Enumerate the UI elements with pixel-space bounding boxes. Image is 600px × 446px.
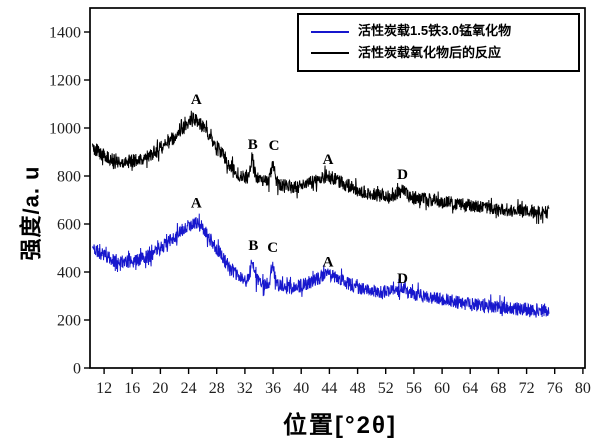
- peak-label-A: A: [191, 92, 202, 108]
- plot-border: [89, 7, 586, 369]
- y-tick-label: 800: [57, 169, 81, 186]
- x-tick-label: 40: [293, 380, 309, 397]
- x-tick-label: 52: [378, 380, 394, 397]
- x-tick-label: 60: [434, 380, 450, 397]
- x-tick-label: 16: [124, 380, 140, 397]
- y-tick-label: 400: [57, 265, 81, 282]
- legend-label: 活性炭载氧化物后的反应: [358, 45, 502, 60]
- legend-item-blue-series: 活性炭载1.5铁3.0锰氧化物: [299, 23, 578, 40]
- x-tick-label: 24: [181, 380, 197, 397]
- y-tick-label: 200: [57, 313, 81, 330]
- peak-label-D: D: [397, 271, 408, 287]
- x-tick-label: 68: [490, 380, 506, 397]
- peak-label-B: B: [248, 137, 258, 153]
- x-tick-label: 76: [547, 380, 563, 397]
- series-trace: [91, 110, 550, 224]
- y-tick-label: 1000: [49, 121, 81, 138]
- x-tick-label: 32: [237, 380, 253, 397]
- x-axis-title: 位置[°2θ]: [283, 412, 397, 439]
- y-tick-label: 600: [57, 217, 81, 234]
- x-tick-label: 80: [575, 380, 591, 397]
- series-trace: [92, 213, 550, 318]
- y-tick-label: 0: [73, 361, 81, 378]
- legend-line-sample-black: [311, 52, 349, 55]
- x-tick-label: 28: [209, 380, 225, 397]
- x-tick-label: 12: [96, 380, 112, 397]
- peak-label-D: D: [397, 167, 408, 183]
- peak-label-C: C: [269, 138, 280, 154]
- y-axis-title: 强度/a. u: [18, 165, 44, 261]
- x-tick-label: 20: [152, 380, 168, 397]
- x-tick-label: 64: [462, 380, 478, 397]
- legend-item-black-series: 活性炭载氧化物后的反应: [299, 45, 578, 62]
- x-tick-label: 44: [321, 380, 337, 397]
- peak-label-A: A: [191, 196, 202, 212]
- legend-label: 活性炭载1.5铁3.0锰氧化物: [358, 23, 512, 39]
- legend: 活性炭载1.5铁3.0锰氧化物 活性炭载氧化物后的反应: [297, 13, 580, 72]
- x-tick-label: 56: [406, 380, 422, 397]
- legend-line-sample-blue: [311, 30, 349, 33]
- peak-label-A: A: [323, 152, 334, 168]
- peak-label-A: A: [323, 255, 334, 271]
- x-tick-label: 36: [265, 380, 281, 397]
- y-tick-label: 1400: [49, 25, 81, 42]
- y-tick-label: 1200: [49, 73, 81, 90]
- x-tick-label: 72: [519, 380, 535, 397]
- x-tick-label: 48: [350, 380, 366, 397]
- peak-label-B: B: [248, 238, 258, 254]
- peak-label-C: C: [267, 240, 278, 256]
